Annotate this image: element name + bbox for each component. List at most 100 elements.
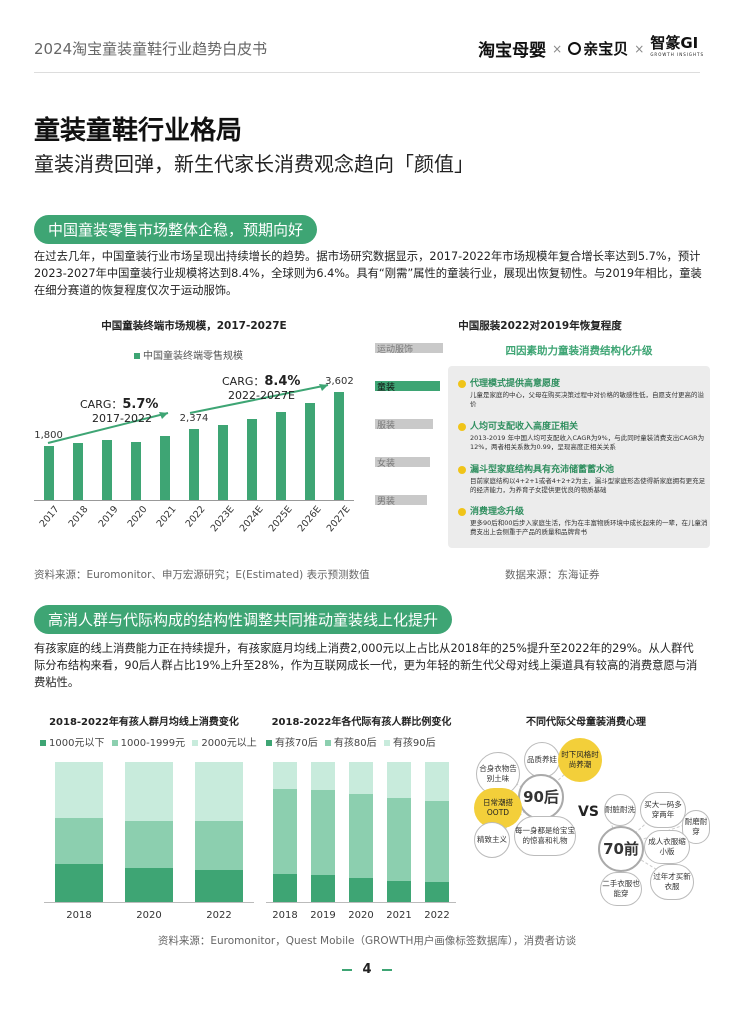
growth-insights-logo: 智篆GI GROWTH INSIGHTS [650, 33, 704, 57]
x-tick-label: 2021 [386, 910, 412, 921]
bubble-new-year: 过年才买新衣服 [650, 864, 694, 900]
qinbaobei-logo: 亲宝贝 [568, 38, 628, 59]
chart2-title: 中国服装2022对2019年恢复程度 [458, 320, 622, 332]
source-note-left: 资料来源：Euromonitor、申万宏源研究；E(Estimated) 表示预… [34, 569, 370, 581]
info-item: 漏斗型家庭结构具有充沛储蓄蓄水池 目前家庭结构以4+2+1或者4+2+2为主，漏… [458, 462, 708, 495]
stacked-segment [195, 762, 243, 821]
bullet-icon [458, 465, 466, 474]
x-tick-label: 2021 [154, 504, 179, 530]
bubble-gift: 每一身都是给宝宝的惊喜和礼物 [514, 816, 576, 856]
chart2-recovery-bars: 运动服饰 童装 服装 女装 男装 [375, 335, 445, 525]
stacked-segment [387, 798, 411, 881]
data-label: 1,800 [34, 430, 63, 441]
bar [101, 440, 112, 500]
x-tick-label: 2019 [310, 910, 336, 921]
stacked-segment [349, 794, 373, 879]
x-tick-label: 2018 [67, 504, 92, 530]
bullet-icon [458, 379, 466, 388]
x-tick-label: 2024E [237, 504, 266, 535]
chart3-stacked-bars: 2018 2020 2022 [44, 762, 254, 927]
stacked-segment [349, 762, 373, 795]
bar [159, 435, 170, 500]
stacked-segment [273, 788, 297, 874]
source-note-right: 数据来源：东海证券 [505, 569, 600, 581]
bullet-icon [458, 507, 466, 516]
x-tick-label: 2018 [66, 910, 92, 921]
stacked-segment [195, 869, 243, 902]
bar [72, 443, 83, 500]
bar [218, 425, 229, 500]
recovery-label: 童装 [377, 383, 396, 393]
source-note-bottom: 资料来源：Euromonitor，Quest Mobile（GROWTH用户画像… [157, 935, 577, 947]
search-icon [568, 42, 582, 55]
x-tick-label: 2022 [424, 910, 450, 921]
section2-paragraph: 有孩家庭的线上消费能力正在持续提升，有孩家庭月均线上消费2,000元以上占比从2… [34, 642, 698, 689]
stacked-segment [387, 881, 411, 902]
section1-paragraph: 在过去几年，中国童装行业市场呈现出持续增长的趋势。据市场研究数据显示，2017-… [34, 250, 702, 297]
stacked-segment [125, 762, 173, 821]
section-pill-1: 中国童装零售市场整体企稳，预期向好 [34, 215, 318, 244]
header-divider [34, 72, 700, 73]
logo-bar: 淘宝母婴 × 亲宝贝 × 智篆GI GROWTH INSIGHTS [478, 33, 704, 61]
separator: × [634, 41, 645, 56]
bar [247, 419, 258, 500]
stacked-segment [311, 762, 335, 790]
stacked-segment [125, 868, 173, 902]
bar [276, 411, 287, 500]
stacked-segment [273, 762, 297, 789]
separator: × [552, 41, 563, 56]
x-tick-label: 2023E [208, 504, 237, 535]
chart3-title: 2018-2022年有孩人群月均线上消费变化 [49, 717, 239, 728]
recovery-bar [375, 495, 427, 505]
stacked-segment [311, 875, 335, 902]
stacked-segment [55, 818, 103, 865]
bar [189, 428, 199, 500]
section-pill-2: 高消人群与代际构成的结构性调整共同推动童装线上化提升 [34, 605, 453, 634]
bubble-exquisite: 精致主义 [474, 822, 510, 858]
x-tick-label: 2026E [295, 504, 324, 535]
x-tick-label: 2020 [125, 504, 150, 530]
x-tick-label: 2018 [272, 910, 298, 921]
recovery-bar [375, 419, 434, 429]
bubble-second-hand: 二手衣服也能穿 [600, 872, 642, 906]
x-tick-label: 2027E [325, 504, 353, 535]
chart1-title: 中国童装终端市场规模，2017-2027E [101, 320, 287, 332]
x-tick-label: 2017 [37, 504, 62, 530]
stacked-segment [55, 864, 103, 902]
recovery-label: 服装 [377, 421, 396, 431]
chart4-legend: 有孩70后 有孩80后 有孩90后 [266, 734, 436, 749]
stacked-segment [387, 762, 411, 799]
cagr-arrows [47, 384, 329, 444]
stacked-segment [425, 801, 449, 883]
info-panel: 代理模式提供高意愿度 儿童是家庭的中心，父母在购买决策过程中对价格的敏感性低，自… [448, 366, 710, 548]
bubble-center-70s: 70前 [598, 826, 644, 872]
stacked-segment [349, 878, 373, 902]
x-tick-label: 2019 [96, 504, 121, 530]
bullet-icon [458, 422, 466, 431]
page-number: 4 [0, 962, 734, 977]
data-label: 3,602 [325, 375, 354, 387]
stacked-segment [195, 820, 243, 870]
bar [130, 441, 141, 500]
recovery-label: 男装 [377, 497, 396, 507]
x-tick-label: 2020 [348, 910, 374, 921]
taobao-logo: 淘宝母婴 [478, 41, 547, 61]
x-axis [266, 902, 456, 903]
stacked-segment [55, 762, 103, 818]
recovery-bar [375, 457, 431, 467]
x-axis [34, 500, 354, 501]
chart1-legend: 中国童装终端零售规模 [134, 347, 243, 362]
recovery-bar [375, 343, 443, 353]
bubble-adult-mini: 成人衣服缩小版 [644, 830, 690, 864]
stacked-segment [311, 790, 335, 876]
data-label: 2,374 [179, 412, 209, 424]
recovery-label: 女装 [377, 459, 396, 469]
stacked-segment [125, 820, 173, 869]
info-item: 代理模式提供高意愿度 儿童是家庭的中心，父母在购买决策过程中对价格的敏感性低，自… [458, 376, 708, 409]
info-item: 消费理念升级 更多90后和00后步入家庭生活，作为在丰富物质环境中成长起来的一辈… [458, 504, 708, 537]
info-panel-title: 四因素助力童装消费结构化升级 [505, 345, 653, 357]
bubble-quality: 品质养娃 [524, 742, 560, 778]
chart4-stacked-bars: 2018 2019 2020 2021 2022 [266, 762, 456, 927]
stacked-segment [425, 882, 449, 902]
bar [334, 391, 345, 500]
